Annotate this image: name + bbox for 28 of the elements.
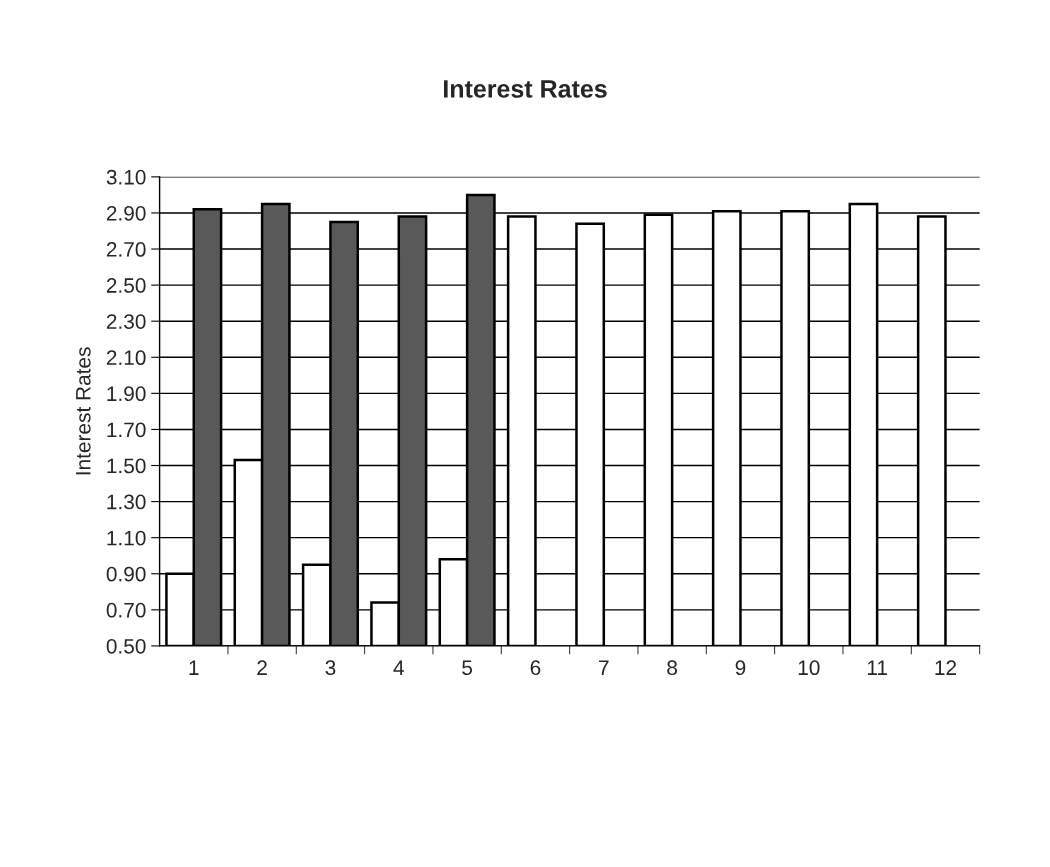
y-tick-label: 2.70: [106, 242, 146, 257]
x-tick-label: 9: [735, 660, 746, 676]
y-tick-label: 1.70: [107, 422, 146, 438]
y-tick-label: 2.90: [106, 205, 146, 221]
chart-title: Interest Rates: [444, 80, 607, 98]
y-tick-label: 0.50: [106, 638, 146, 654]
x-tick-label: 7: [599, 660, 609, 675]
y-tick-label: 0.90: [106, 566, 146, 582]
y-axis-title: Interest Rates: [76, 347, 91, 475]
y-tick-label: 1.30: [107, 494, 146, 510]
x-tick-label: 3: [325, 660, 336, 676]
y-tick-label: 3.10: [106, 169, 146, 185]
x-tick-label: 5: [462, 660, 473, 676]
x-tick-label: 11: [867, 660, 887, 675]
y-tick-label: 1.10: [107, 530, 146, 546]
x-tick-label: 12: [935, 660, 957, 675]
x-tick-label: 4: [393, 660, 404, 675]
x-tick-label: 2: [257, 660, 267, 675]
y-tick-label: 2.10: [106, 350, 146, 366]
y-tick-label: 1.50: [107, 458, 146, 474]
y-tick-label: 1.90: [107, 386, 146, 402]
y-tick-label: 0.70: [106, 602, 146, 618]
x-tick-label: 1: [189, 660, 199, 675]
x-tick-label: 6: [530, 660, 541, 676]
y-tick-label: 2.30: [106, 314, 146, 329]
y-tick-label: 2.50: [106, 278, 146, 293]
x-tick-label: 8: [667, 660, 678, 676]
x-tick-label: 10: [798, 660, 820, 676]
